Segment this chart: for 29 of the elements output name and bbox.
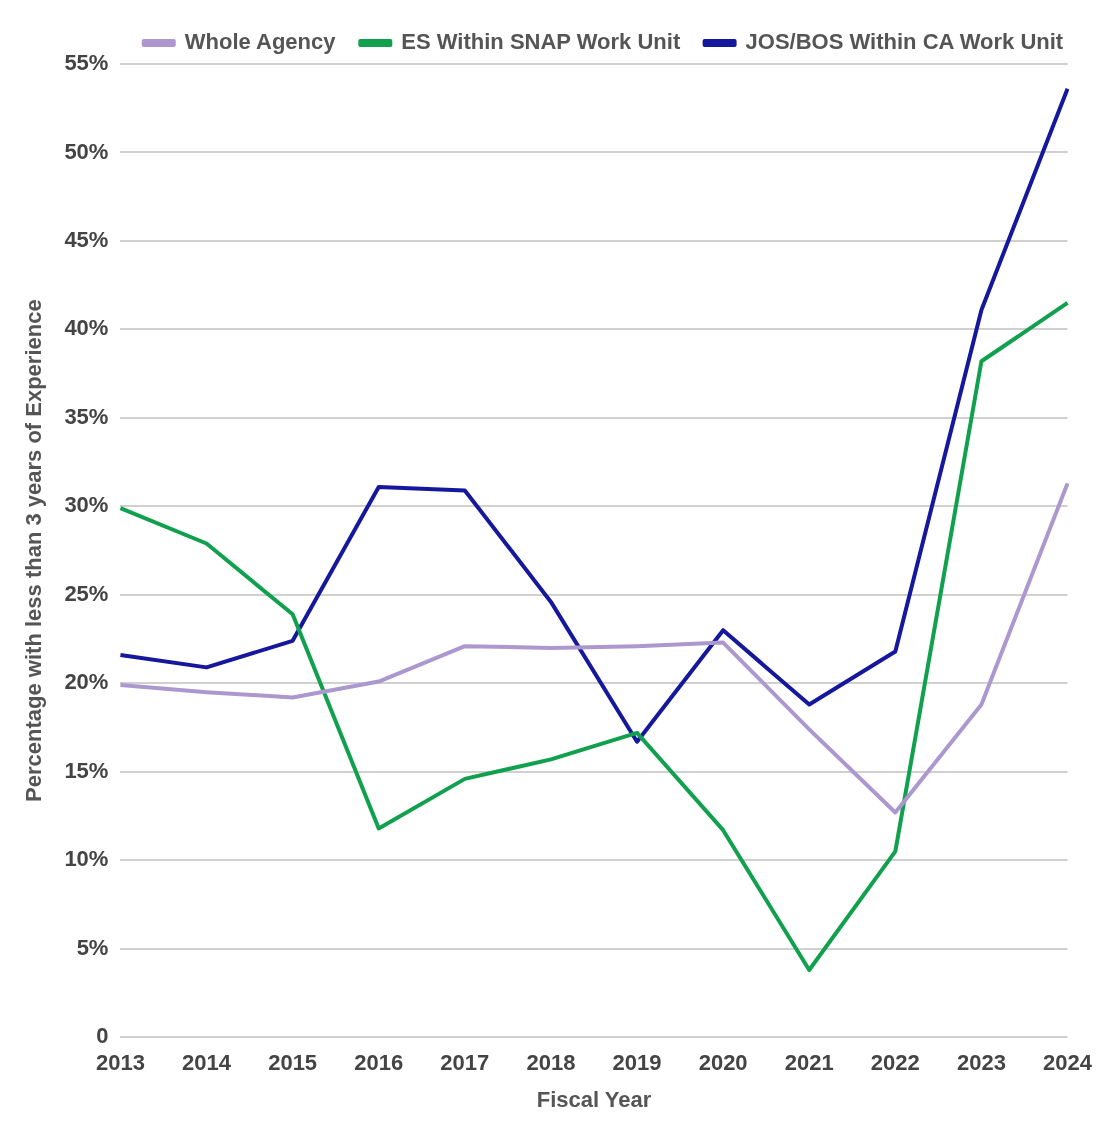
y-tick-label: 15% — [64, 757, 109, 783]
x-tick-label: 2013 — [95, 1050, 145, 1076]
x-tick-label: 2020 — [698, 1050, 748, 1076]
x-tick-label: 2022 — [870, 1050, 920, 1076]
x-tick-label: 2024 — [1043, 1050, 1093, 1076]
legend-label: Whole Agency — [184, 29, 337, 55]
y-tick-label: 40% — [64, 315, 109, 341]
x-axis-title: Fiscal Year — [536, 1086, 652, 1112]
y-tick-label: 35% — [64, 403, 109, 429]
y-axis-title: Percentage with less than 3 years of Experience — [21, 299, 47, 802]
x-tick-label: 2014 — [182, 1050, 232, 1076]
y-tick-label: 5% — [76, 934, 109, 960]
y-tick-label: 20% — [64, 669, 109, 695]
y-tick-label: 10% — [64, 846, 109, 872]
x-tick-label: 2015 — [268, 1050, 318, 1076]
y-tick-label: 25% — [64, 580, 109, 606]
y-tick-label: 0 — [96, 1023, 109, 1049]
x-tick-label: 2018 — [526, 1050, 576, 1076]
x-tick-label: 2017 — [440, 1050, 490, 1076]
x-tick-label: 2016 — [354, 1050, 404, 1076]
x-tick-label: 2021 — [784, 1050, 834, 1076]
y-tick-label: 55% — [64, 50, 109, 76]
y-tick-label: 30% — [64, 492, 109, 518]
x-tick-label: 2023 — [956, 1050, 1006, 1076]
legend-label: JOS/BOS Within CA Work Unit — [745, 29, 1064, 55]
x-tick-label: 2019 — [612, 1050, 662, 1076]
legend-label: ES Within SNAP Work Unit — [401, 29, 681, 55]
y-tick-label: 50% — [64, 138, 109, 164]
y-tick-label: 45% — [64, 227, 109, 253]
